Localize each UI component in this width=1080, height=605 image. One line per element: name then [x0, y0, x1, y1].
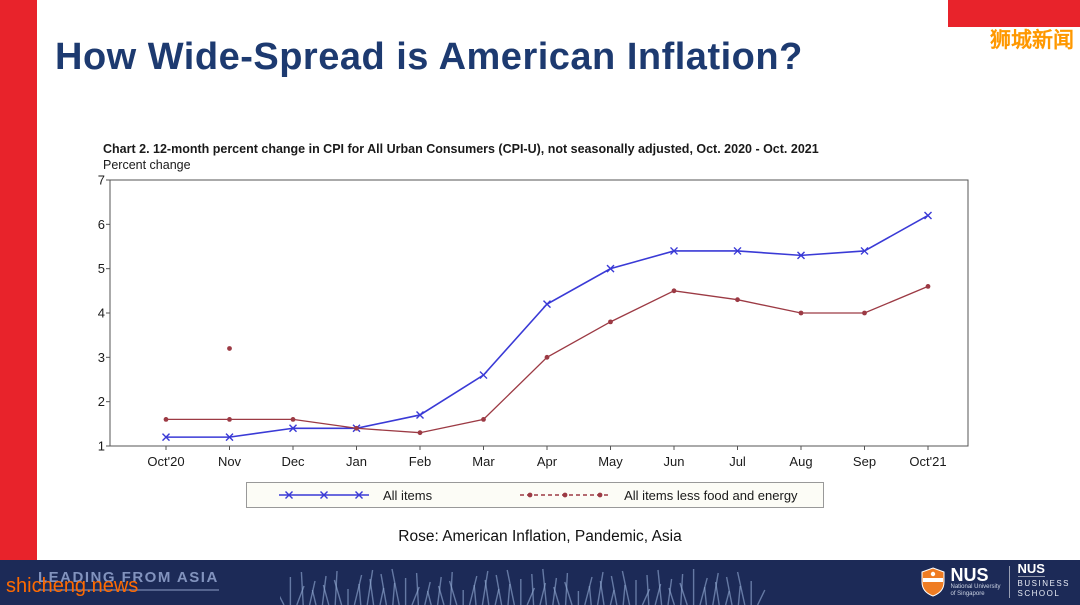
svg-text:Dec: Dec: [281, 454, 305, 469]
svg-text:Mar: Mar: [472, 454, 495, 469]
chart-title: Chart 2. 12-month percent change in CPI …: [103, 142, 819, 156]
legend-item-all-items: All items: [277, 487, 432, 503]
core-line-swatch: [520, 492, 611, 498]
svg-text:3: 3: [98, 350, 105, 365]
svg-text:Nov: Nov: [218, 454, 242, 469]
nus-school-abbr: NUS: [1017, 561, 1045, 577]
all-items-line-swatch: [279, 491, 369, 499]
nus-abbr-text: NUS: [950, 564, 989, 585]
footer-slogan: LEADING FROM ASIA: [38, 569, 219, 591]
chart-y-axis-caption: Percent change: [103, 158, 191, 172]
legend-label-all-items: All items: [383, 487, 433, 503]
nus-logo-block: NUS National University of Singapore NUS…: [920, 561, 1071, 599]
nus-logo-divider: [1008, 565, 1010, 598]
inflation-line-chart: 1 2 3 4 5 6 7 Oct'20 Nov Dec Jan Feb Mar Apr May Jun Jul…: [98, 174, 969, 469]
svg-text:Jun: Jun: [664, 454, 685, 469]
svg-text:1: 1: [98, 439, 105, 454]
footer-bar: LEADING FROM ASIA NUS National Universit…: [0, 560, 1080, 605]
legend-item-core: All items less food and energy: [518, 487, 798, 503]
svg-text:Feb: Feb: [409, 454, 431, 469]
watermark-top-right: 狮城新闻: [990, 29, 1074, 52]
svg-text:May: May: [598, 454, 623, 469]
svg-text:Jul: Jul: [729, 454, 746, 469]
svg-text:2: 2: [98, 394, 105, 409]
svg-text:7: 7: [98, 174, 105, 188]
nus-university-logo: NUS National University of Singapore: [920, 566, 1001, 598]
svg-text:Apr: Apr: [537, 454, 558, 469]
svg-text:4: 4: [98, 306, 105, 321]
decorative-grass-pattern: [280, 568, 766, 605]
slide-title: How Wide-Spread is American Inflation?: [55, 36, 803, 78]
nus-shield-icon: [921, 566, 944, 597]
svg-text:Jan: Jan: [346, 454, 367, 469]
chart-card: Chart 2. 12-month percent change in CPI …: [95, 142, 975, 508]
legend-label-core: All items less food and energy: [624, 487, 798, 503]
top-right-red-bar: [948, 0, 1080, 27]
watermark-bottom-left: shicheng.news: [6, 575, 139, 597]
svg-text:Oct'21: Oct'21: [909, 454, 946, 469]
nus-univ-line1: National University: [950, 583, 1001, 590]
nus-business-school-logo: NUS BUSINESS SCHOOL: [1017, 561, 1070, 599]
svg-text:5: 5: [98, 261, 105, 276]
svg-text:6: 6: [98, 217, 105, 232]
svg-text:Oct'20: Oct'20: [147, 454, 184, 469]
slide-caption: Rose: American Inflation, Pandemic, Asia: [398, 528, 682, 545]
nus-school-line2: SCHOOL: [1017, 589, 1061, 598]
left-red-stripe: [0, 0, 37, 560]
chart-legend: All items All items less food and energy: [246, 482, 824, 508]
svg-text:Sep: Sep: [853, 454, 876, 469]
nus-school-line1: BUSINESS: [1017, 579, 1070, 588]
nus-univ-line2: of Singapore: [950, 590, 985, 597]
svg-text:Aug: Aug: [789, 454, 812, 469]
